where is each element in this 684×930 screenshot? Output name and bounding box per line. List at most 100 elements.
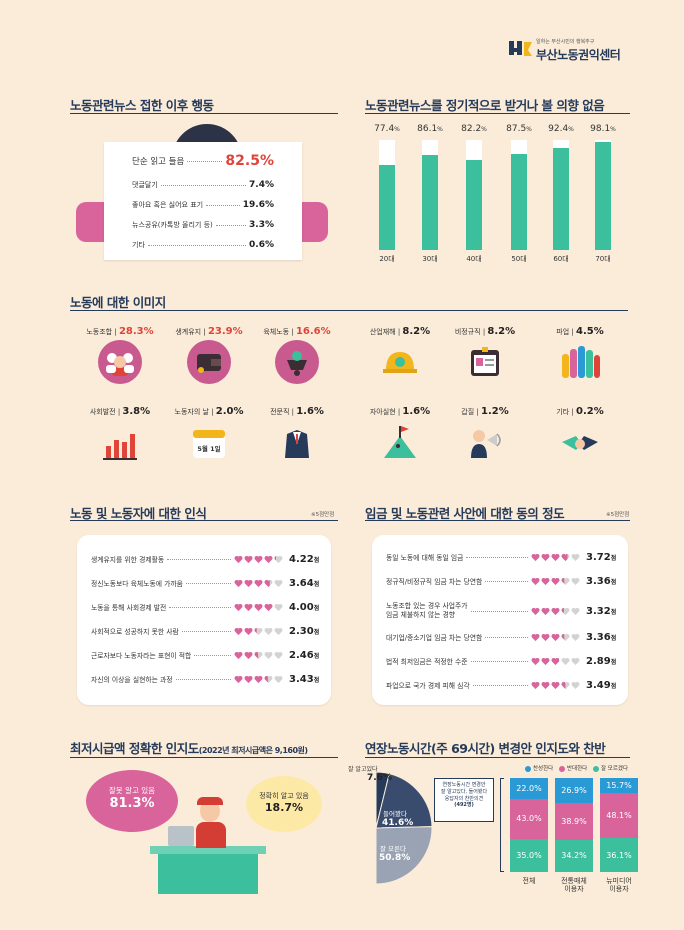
heart-rating [234,603,283,612]
bar-value-label: 77.4% [374,124,400,134]
heart-icon [234,555,243,564]
image-label: 산업재해 | 8.2% [369,326,431,337]
logo-mark-icon [509,41,532,56]
score-row: 근로자보다 노동자라는 표현이 적합 2.46점 [91,647,319,663]
stack-category-label: 전통매체 이용자 [561,877,587,894]
score-value: 3.64점 [289,577,320,589]
heart-icon [561,607,570,616]
stack-segment: 35.0% [510,839,548,872]
heart-icon [274,555,283,564]
mountain-flag-icon [378,420,422,464]
pie-value-heard: 41.6% [382,818,414,828]
score-row: 노동을 통해 사회경제 발전 4.00점 [91,599,319,615]
heart-icon [571,607,580,616]
section-divider [365,757,630,758]
score-label: 근로자보다 노동자라는 표현이 적합 [91,652,192,660]
bar-track [422,140,438,250]
bar-category-label: 40대 [466,255,482,263]
heart-rating [531,657,580,666]
heart-icon [571,681,580,690]
heart-icon [254,555,263,564]
score-row: 법적 최저임금은 적정한 수준 2.89점 [386,653,616,669]
score-value: 4.00점 [289,601,320,613]
stack-segment: 26.9% [555,778,593,804]
score-value: 3.36점 [586,631,617,643]
bar-category-label: 70대 [595,255,611,263]
bar-track [466,140,482,250]
news-row: 댓글달기 7.4% [132,180,274,190]
heart-icon [264,555,273,564]
awareness-pie-chart [375,771,432,885]
stack-segment: 48.1% [600,792,638,839]
score-row: 자신의 이상을 실현하는 과정 3.43점 [91,671,319,687]
cashier-cap-icon [197,797,223,805]
heart-icon [531,607,540,616]
newspaper-card: 단순 읽고 들음 82.5% 댓글달기 7.4% 좋아요 혹은 싫어요 표기 19.6… [104,142,302,260]
image-label: 전문직 | 1.6% [270,406,324,417]
score-value: 2.46점 [289,649,320,661]
stack-category-label: 전체 [522,877,536,885]
wheelbarrow-icon [275,340,319,384]
pie-value-unknown: 50.8% [379,853,411,863]
heart-rating [234,675,283,684]
bar-value-label: 86.1% [417,124,443,134]
heart-icon [254,603,263,612]
heart-icon [531,633,540,642]
score-label: 동일 노동에 대해 동일 임금 [386,554,464,562]
heart-rating [234,651,283,660]
heart-icon [571,657,580,666]
image-label: 기타 | 0.2% [556,406,604,417]
heart-icon [551,577,560,586]
heart-icon [561,681,570,690]
heart-rating [234,555,283,564]
heart-icon [274,603,283,612]
heart-icon [551,633,560,642]
section-divider [70,113,338,114]
heart-icon [234,651,243,660]
heart-icon [531,577,540,586]
image-label: 비정규직 | 8.2% [454,326,516,337]
heart-rating [234,627,283,636]
raised-fists-icon [558,340,602,384]
image-label: 생계유지 | 23.9% [175,326,243,337]
stack-category-label: 뉴미디어 이용자 [606,877,632,894]
union-people-icon [98,340,142,384]
score-label: 생계유지를 위한 경제활동 [91,556,165,564]
heart-icon [234,579,243,588]
bar [422,155,438,250]
suit-icon [275,420,319,464]
score-value: 3.49점 [586,679,617,691]
heart-icon [551,681,560,690]
max-score-note: ※5점만점 [311,512,335,518]
stack-segment: 34.2% [555,839,593,872]
safety-helmet-icon [378,340,422,384]
bar-track [553,140,569,250]
stack-segment: 22.0% [510,778,548,799]
bar [466,159,482,250]
heart-icon [541,577,550,586]
score-row: 정규직/비정규직 임금 차는 당연함 3.36점 [386,573,616,589]
svg-text:5월 1일: 5월 1일 [197,444,220,453]
id-card-icon [463,340,507,384]
score-row: 대기업/중소기업 임금 차는 당연함 3.36점 [386,629,616,645]
heart-rating [531,681,580,690]
news-row: 단순 읽고 들음 82.5% [132,153,274,169]
heart-icon [274,675,283,684]
bar-value-label: 92.4% [548,124,574,134]
heart-icon [254,651,263,660]
stack-segment: 43.0% [510,798,548,840]
image-label: 파업 | 4.5% [556,326,604,337]
score-value: 4.22점 [289,553,320,565]
score-label: 대기업/중소기업 임금 차는 당연함 [386,634,483,642]
heart-icon [541,633,550,642]
score-label: 노동을 통해 사회경제 발전 [91,604,167,612]
score-label: 자신의 이상을 실현하는 과정 [91,676,173,684]
bar-value-label: 87.5% [506,124,532,134]
pie-slice [375,826,432,885]
heart-icon [541,657,550,666]
score-label: 법적 최저임금은 적정한 수준 [386,658,468,666]
callout-box: 연장노동시간 변경안 잘 알고있다, 들어봤다 응답자의 찬반의견 (492명) [434,778,494,822]
stack-segment: 38.9% [555,803,593,840]
score-value: 3.36점 [586,575,617,587]
heart-icon [264,579,273,588]
